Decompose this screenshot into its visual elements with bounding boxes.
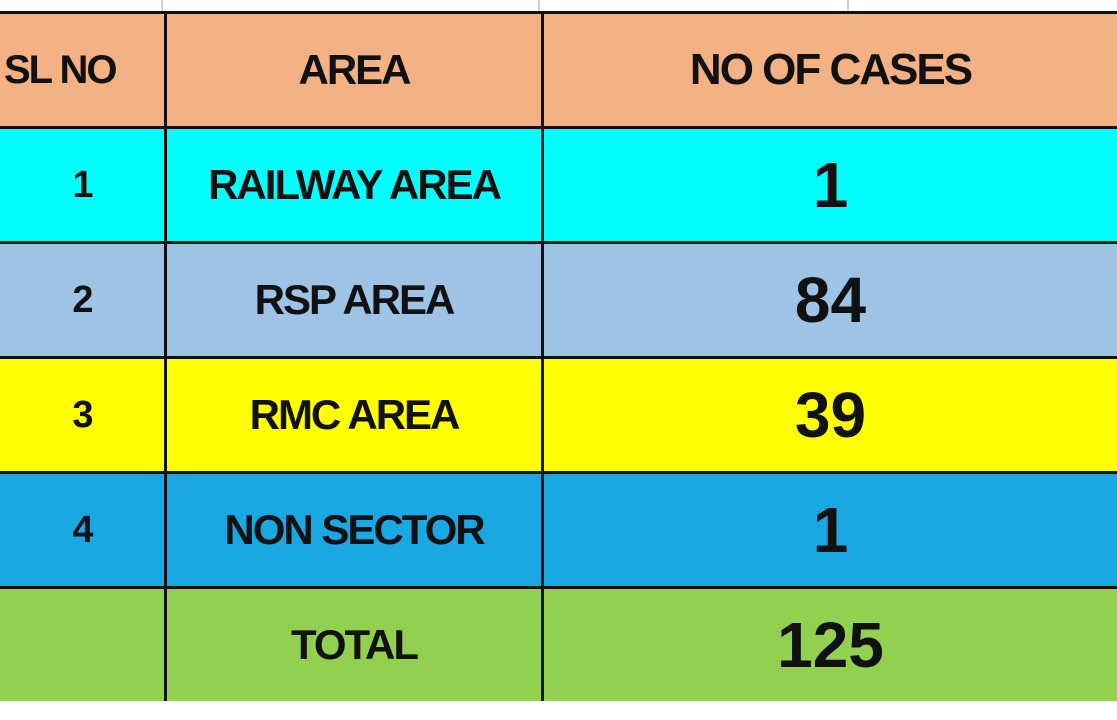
header-row: SL NO AREA NO OF CASES xyxy=(0,11,1117,129)
header-cell: NO OF CASES xyxy=(541,11,1117,129)
data-row: 2 RSP AREA 84 xyxy=(0,241,1117,359)
total-value: 125 xyxy=(541,586,1117,701)
cases-cell: 84 xyxy=(541,241,1117,359)
area-cell: RAILWAY AREA xyxy=(164,126,544,244)
sl-no-cell: 4 xyxy=(0,471,167,589)
area-cell: RMC AREA xyxy=(164,356,544,474)
data-row: 1 RAILWAY AREA 1 xyxy=(0,126,1117,244)
sl-no-cell: 1 xyxy=(0,126,167,244)
cases-cell: 39 xyxy=(541,356,1117,474)
sheet-gridlines xyxy=(0,0,1117,12)
total-row: TOTAL 125 xyxy=(0,586,1117,701)
area-cell: NON SECTOR xyxy=(164,471,544,589)
data-row: 3 RMC AREA 39 xyxy=(0,356,1117,474)
total-label: TOTAL xyxy=(164,586,544,701)
sl-no-cell: 2 xyxy=(0,241,167,359)
cases-table: SL NO AREA NO OF CASES 1 RAILWAY AREA 1 … xyxy=(0,11,1117,701)
empty-cell xyxy=(0,586,167,701)
cases-cell: 1 xyxy=(541,126,1117,244)
area-cell: RSP AREA xyxy=(164,241,544,359)
cases-cell: 1 xyxy=(541,471,1117,589)
header-cell: SL NO xyxy=(0,11,167,129)
header-cell: AREA xyxy=(164,11,544,129)
data-row: 4 NON SECTOR 1 xyxy=(0,471,1117,589)
sl-no-cell: 3 xyxy=(0,356,167,474)
